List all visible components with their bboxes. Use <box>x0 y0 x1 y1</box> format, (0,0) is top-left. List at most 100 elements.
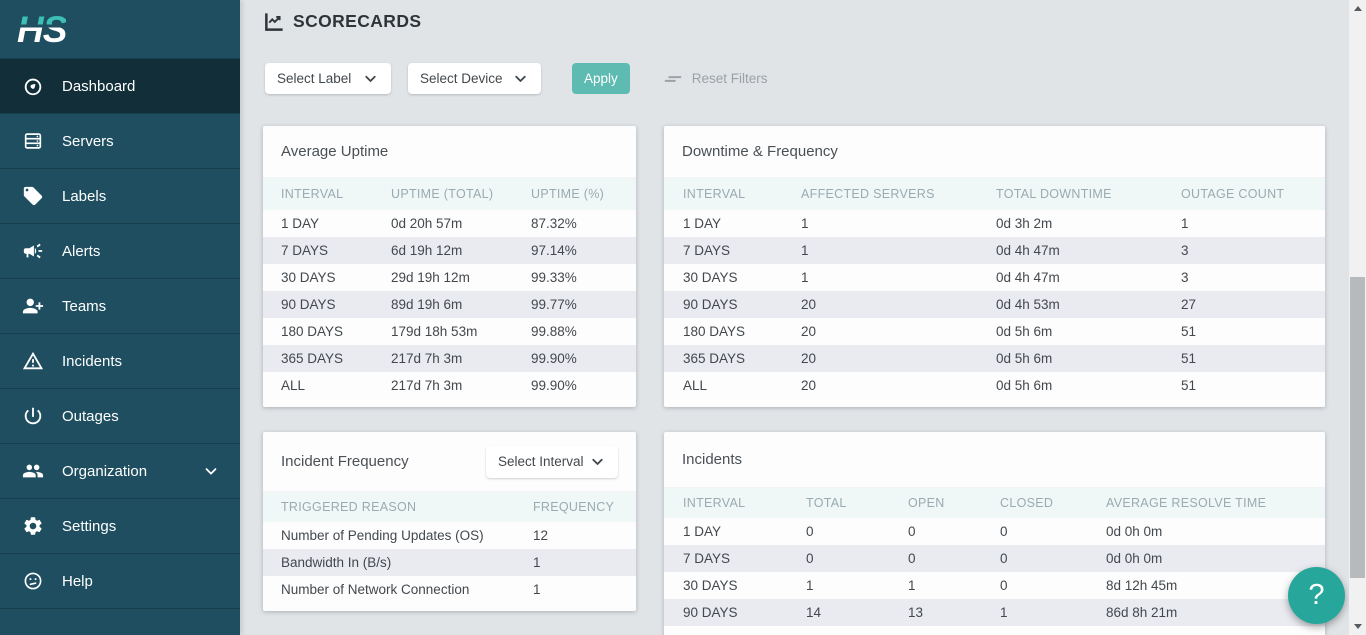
table-row: 90 DAYS 14 13 1 86d 8h 21m <box>664 599 1325 626</box>
table-cell: 20 <box>801 378 817 393</box>
sidebar-item-organization[interactable]: Organization <box>0 443 240 498</box>
incidents-card: Incidents INTERVAL TOTAL OPEN CLOSED AVERAGE… <box>664 432 1325 635</box>
table-row: 30 DAYS 29d 19h 12m 99.33% <box>263 264 636 291</box>
sidebar-item-alerts[interactable]: Alerts <box>0 223 240 278</box>
table-cell: 0 <box>806 551 814 566</box>
help-fab-button[interactable]: ? <box>1288 567 1345 624</box>
sidebar-item-help[interactable]: Help <box>0 553 240 608</box>
table-cell: 1 <box>801 216 809 231</box>
column-header: OUTAGE COUNT <box>1181 178 1325 210</box>
sidebar-item-labels[interactable]: Labels <box>0 168 240 223</box>
card-header: Incidents <box>664 432 1325 488</box>
chevron-down-icon <box>202 462 220 480</box>
table-cell: 0d 20h 57m <box>391 216 463 231</box>
table-cell: 20 <box>801 351 817 366</box>
table-cell: 0d 5h 6m <box>996 378 1053 393</box>
table-cell: 87.32% <box>531 216 577 231</box>
table-cell: 180 DAYS <box>683 324 746 339</box>
table-cell: 51 <box>1181 378 1197 393</box>
downtime-frequency-card: Downtime & Frequency INTERVAL AFFECTED SE… <box>664 126 1325 407</box>
table-cell: 0 <box>1000 524 1008 539</box>
table-cell: 179d 18h 53m <box>391 324 478 339</box>
sidebar-item-label: Outages <box>62 407 119 425</box>
table-cell: 20 <box>801 324 817 339</box>
column-header: FREQUENCY <box>533 492 636 522</box>
table-header-row: INTERVAL UPTIME (TOTAL) UPTIME (%) <box>263 178 636 210</box>
sidebar-item-teams[interactable]: Teams <box>0 278 240 333</box>
table-cell: 90 DAYS <box>281 297 336 312</box>
server-icon <box>21 129 45 153</box>
table-cell: 7 DAYS <box>281 243 329 258</box>
table-cell: 0d 5h 6m <box>996 351 1053 366</box>
column-header: CLOSED <box>1000 488 1106 518</box>
table-cell: 1 <box>806 578 814 593</box>
incidents-table: INTERVAL TOTAL OPEN CLOSED AVERAGE RESOLVE T… <box>664 488 1325 626</box>
table-row: 180 DAYS 179d 18h 53m 99.88% <box>263 318 636 345</box>
table-cell: 0 <box>908 524 916 539</box>
sidebar-item-outages[interactable]: Outages <box>0 388 240 443</box>
device-select-dropdown[interactable]: Select Device <box>408 63 541 94</box>
table-cell: 51 <box>1181 351 1197 366</box>
table-cell: 0 <box>1000 551 1008 566</box>
sidebar-item-incidents[interactable]: Incidents <box>0 333 240 388</box>
column-header: INTERVAL <box>263 178 391 210</box>
table-cell: 27 <box>1181 297 1197 312</box>
table-header-row: INTERVAL AFFECTED SERVERS TOTAL DOWNTIME OU… <box>664 178 1325 210</box>
table-cell: 7 DAYS <box>683 551 731 566</box>
column-header: AFFECTED SERVERS <box>801 178 996 210</box>
scroll-up-arrow[interactable] <box>1349 0 1366 17</box>
interval-select-value: Select Interval <box>498 454 584 469</box>
card-header: Downtime & Frequency <box>664 126 1325 178</box>
card-title: Average Uptime <box>281 143 389 160</box>
table-row: 365 DAYS 217d 7h 3m 99.90% <box>263 345 636 372</box>
table-cell: 30 DAYS <box>683 270 738 285</box>
reset-filters-button[interactable]: Reset Filters <box>662 68 768 90</box>
incident-frequency-card: Incident Frequency Select Interval TRIGG… <box>263 432 636 611</box>
scrollbar-thumb[interactable] <box>1350 277 1365 578</box>
table-row: 365 DAYS 20 0d 5h 6m 51 <box>664 345 1325 372</box>
table-row: 1 DAY 0 0 0 0d 0h 0m <box>664 518 1325 545</box>
table-cell: Number of Network Connection <box>281 582 470 597</box>
table-row: Bandwidth In (B/s) 1 <box>263 549 636 576</box>
logo-bar[interactable]: HS <box>0 0 240 58</box>
sidebar: HS Dashboard Servers Labels Alerts <box>0 0 240 635</box>
apply-button[interactable]: Apply <box>572 63 630 94</box>
table-cell: 1 <box>801 243 809 258</box>
table-cell: 3 <box>1181 270 1189 285</box>
table-cell: 99.77% <box>531 297 577 312</box>
table-cell: 0d 0h 0m <box>1106 551 1163 566</box>
device-select-value: Select Device <box>420 71 503 86</box>
table-row: 7 DAYS 6d 19h 12m 97.14% <box>263 237 636 264</box>
table-cell: 1 DAY <box>683 216 722 231</box>
page-header: SCORECARDS <box>263 10 421 33</box>
sidebar-item-servers[interactable]: Servers <box>0 113 240 168</box>
table-row: ALL 217d 7h 3m 99.90% <box>263 372 636 399</box>
table-cell: 180 DAYS <box>281 324 344 339</box>
tag-icon <box>21 184 45 208</box>
reset-filters-label: Reset Filters <box>691 71 768 86</box>
table-cell: 13 <box>908 605 924 620</box>
sidebar-item-label: Help <box>62 572 93 590</box>
table-cell: ALL <box>281 378 306 393</box>
group-icon <box>21 459 45 483</box>
page-title: SCORECARDS <box>293 11 422 31</box>
sidebar-item-settings[interactable]: Settings <box>0 498 240 553</box>
sidebar-item-label: Alerts <box>62 242 101 260</box>
speedometer-icon <box>21 74 45 98</box>
table-cell: 1 DAY <box>683 524 722 539</box>
label-select-dropdown[interactable]: Select Label <box>265 63 391 94</box>
scroll-down-arrow[interactable] <box>1349 618 1366 635</box>
table-row: 7 DAYS 0 0 0 0d 0h 0m <box>664 545 1325 572</box>
help-face-icon <box>21 569 45 593</box>
table-cell: 1 <box>801 270 809 285</box>
vertical-scrollbar[interactable] <box>1349 0 1366 635</box>
card-title: Downtime & Frequency <box>682 143 838 160</box>
main-content: SCORECARDS Select Label Select Device Ap… <box>240 0 1349 635</box>
sidebar-item-dashboard[interactable]: Dashboard <box>0 58 240 113</box>
filter-lines-icon <box>664 75 682 82</box>
table-cell: 29d 19h 12m <box>391 270 470 285</box>
average-uptime-table: INTERVAL UPTIME (TOTAL) UPTIME (%) 1 DAY 0d … <box>263 178 636 399</box>
label-select-value: Select Label <box>277 71 352 86</box>
table-cell: 12 <box>533 528 549 543</box>
interval-select-dropdown[interactable]: Select Interval <box>486 445 618 478</box>
